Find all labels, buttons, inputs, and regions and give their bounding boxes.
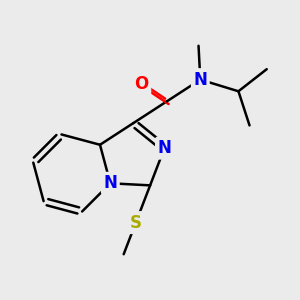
Text: N: N bbox=[103, 174, 117, 192]
Text: S: S bbox=[130, 214, 142, 232]
Text: N: N bbox=[158, 139, 171, 157]
Text: N: N bbox=[194, 70, 207, 88]
Text: O: O bbox=[134, 75, 149, 93]
